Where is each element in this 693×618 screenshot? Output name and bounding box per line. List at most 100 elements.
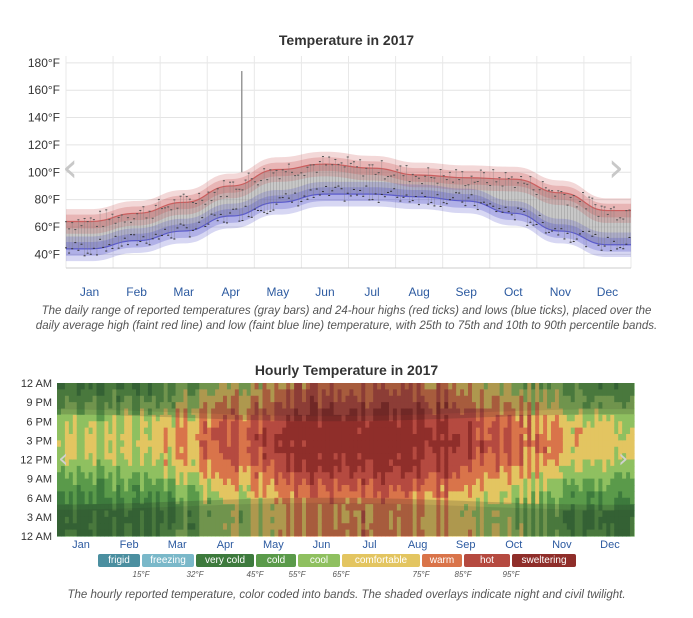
heatmap-cell — [309, 389, 315, 397]
heatmap-cell — [175, 453, 181, 461]
next-arrow-icon[interactable]: › — [608, 145, 624, 191]
heatmap-cell — [226, 523, 232, 531]
heatmap-cell — [171, 459, 177, 467]
heatmap-cell — [64, 510, 70, 518]
heatmap-cell — [76, 510, 82, 518]
heatmap-cell — [400, 414, 406, 422]
heatmap-cell — [345, 383, 351, 390]
heatmap-cell — [614, 440, 619, 448]
heatmap-cell — [594, 465, 600, 473]
heatmap-cell — [586, 446, 592, 454]
heatmap-cell — [511, 529, 517, 537]
heatmap-cell — [72, 395, 78, 403]
heatmap-cell — [60, 465, 66, 473]
heatmap-cell — [222, 421, 228, 429]
heatmap-cell — [309, 478, 315, 486]
heatmap-cell — [531, 485, 536, 492]
heatmap-cell — [511, 497, 517, 505]
heatmap-cell — [333, 402, 339, 410]
heatmap-cell — [381, 516, 386, 524]
heatmap-cell — [321, 427, 327, 435]
heatmap-cell — [57, 402, 62, 410]
heatmap-cell — [610, 459, 615, 467]
heatmap-cell — [495, 389, 501, 397]
heatmap-cell — [578, 440, 584, 448]
heatmap-cell — [151, 440, 157, 448]
heatmap-cell — [151, 504, 157, 512]
heatmap-cell — [527, 408, 532, 416]
heatmap-cell — [361, 440, 366, 448]
heatmap-cell — [187, 383, 192, 390]
heatmap-cell — [519, 510, 524, 518]
heatmap-cell — [298, 491, 303, 499]
heatmap-cell — [503, 453, 509, 461]
heatmap-cell — [92, 383, 98, 390]
heatmap-cell — [424, 434, 430, 441]
heatmap-cell — [610, 446, 615, 454]
heatmap-cell — [539, 478, 544, 486]
heatmap-cell — [554, 395, 560, 403]
heatmap-cell — [479, 465, 485, 473]
heatmap-cell — [377, 478, 382, 486]
heatmap-cell — [369, 510, 374, 518]
heatmap-cell — [179, 485, 185, 492]
heatmap-cell — [298, 510, 303, 518]
heatmap-previous-arrow-icon[interactable]: ‹ — [58, 444, 69, 474]
heatmap-cell — [143, 523, 149, 531]
heatmap-cell — [136, 453, 141, 461]
heatmap-cell — [487, 434, 493, 441]
heatmap-cell — [464, 485, 469, 492]
heatmap-cell — [262, 421, 268, 429]
heatmap-next-arrow-icon[interactable]: › — [618, 444, 629, 474]
heatmap-cell — [183, 478, 189, 486]
heatmap-cell — [452, 523, 457, 531]
heatmap-cell — [420, 440, 426, 448]
heatmap-cell — [159, 523, 165, 531]
high-percentile-band-outer — [66, 151, 631, 234]
heatmap-cell — [630, 389, 635, 397]
heatmap-cell — [325, 389, 331, 397]
heatmap-cell — [230, 440, 236, 448]
heatmap-cell — [222, 453, 228, 461]
heatmap-cell — [630, 523, 635, 531]
heatmap-cell — [602, 478, 607, 486]
heatmap-cell — [57, 504, 62, 512]
heatmap-cell — [171, 389, 177, 397]
heatmap-cell — [84, 491, 90, 499]
previous-arrow-icon[interactable]: ‹ — [62, 145, 78, 191]
heatmap-cell — [341, 478, 347, 486]
heatmap-cell — [357, 516, 362, 524]
heatmap-cell — [246, 472, 252, 480]
heatmap-cell — [381, 491, 386, 499]
heatmap-cell — [353, 504, 358, 512]
heatmap-cell — [388, 497, 394, 505]
heatmap-cell — [136, 383, 141, 390]
heatmap-cell — [132, 427, 137, 435]
heatmap-cell — [590, 504, 596, 512]
heatmap-cell — [132, 395, 137, 403]
heatmap-cell — [143, 402, 149, 410]
heatmap-cell — [60, 459, 66, 467]
heatmap-cell — [60, 440, 66, 448]
heatmap-cell — [337, 510, 343, 518]
heatmap-cell — [582, 434, 588, 441]
heatmap-cell — [373, 497, 378, 505]
heatmap-cell — [238, 510, 244, 518]
heatmap-cell — [499, 485, 505, 492]
heatmap-cell — [491, 523, 497, 531]
heatmap-cell — [444, 472, 449, 480]
heatmap-cell — [570, 497, 576, 505]
heatmap-cell — [116, 408, 121, 416]
heatmap-cell — [112, 472, 117, 480]
heatmap-cell — [80, 383, 86, 390]
heatmap-cell — [586, 453, 592, 461]
heatmap-cell — [104, 465, 109, 473]
heatmap-cell — [116, 472, 121, 480]
heatmap-cell — [515, 389, 520, 397]
heatmap-cell — [614, 421, 619, 429]
heatmap-cell — [175, 472, 181, 480]
heatmap-cell — [187, 504, 192, 512]
heatmap-cell — [222, 465, 228, 473]
heatmap-cell — [464, 434, 469, 441]
heatmap-cell — [333, 446, 339, 454]
